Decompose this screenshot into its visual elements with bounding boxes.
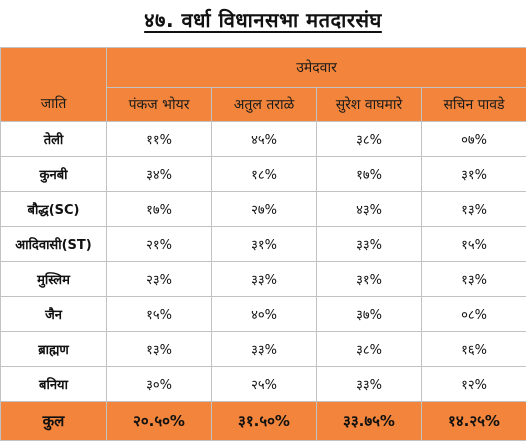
percent-cell: ३१% (421, 156, 526, 192)
percent-cell: १७% (106, 191, 212, 227)
percent-cell: १५% (421, 226, 526, 262)
percent-cell: १७% (316, 156, 422, 192)
percent-cell: २३% (106, 261, 212, 297)
percent-cell: १६% (421, 331, 526, 367)
total-cell: १४.२५% (421, 401, 526, 441)
candidate-header-4: सचिन पावडे (421, 87, 526, 122)
percent-cell: ०८% (421, 296, 526, 332)
percent-cell: ३१% (316, 261, 422, 297)
percent-cell: ३४% (106, 156, 212, 192)
caste-label: तेली (0, 121, 107, 157)
caste-column-header: जाति (0, 47, 107, 122)
candidates-header: उमेदवार (106, 47, 526, 88)
caste-label: बौद्ध(SC) (0, 191, 107, 227)
total-cell: २०.५०% (106, 401, 212, 441)
table-row: बौद्ध(SC) १७% २७% ४३% १३% (0, 191, 526, 227)
caste-label: मुस्लिम (0, 261, 107, 297)
table-row: ब्राह्मण १३% ३३% ३८% १६% (0, 331, 526, 367)
percent-cell: ३८% (316, 121, 422, 157)
percent-cell: ४३% (316, 191, 422, 227)
total-label: कुल (0, 401, 107, 441)
table-row: जैन १५% ४०% ३७% ०८% (0, 296, 526, 332)
percent-cell: ३०% (106, 366, 212, 402)
percent-cell: ३३% (211, 331, 317, 367)
table-row: तेली ११% ४५% ३८% ०७% (0, 121, 526, 157)
percent-cell: ११% (106, 121, 212, 157)
caste-label: ब्राह्मण (0, 331, 107, 367)
page-title: ४७. वर्धा विधानसभा मतदारसंघ (144, 8, 382, 32)
percent-cell: ०७% (421, 121, 526, 157)
candidate-header-2: अतुल तराळे (211, 87, 317, 122)
percent-cell: ४५% (211, 121, 317, 157)
percent-cell: १३% (106, 331, 212, 367)
caste-label: कुनबी (0, 156, 107, 192)
caste-label: आदिवासी(ST) (0, 226, 107, 262)
percent-cell: ३८% (316, 331, 422, 367)
percent-cell: ३७% (316, 296, 422, 332)
caste-candidate-table: जाति उमेदवार पंकज भोयर अतुल तराळे सुरेश … (0, 47, 526, 441)
total-cell: ३१.५०% (211, 401, 317, 441)
table-row: मुस्लिम २३% ३३% ३१% १३% (0, 261, 526, 297)
caste-label: जैन (0, 296, 107, 332)
percent-cell: ३३% (316, 366, 422, 402)
percent-cell: ३३% (316, 226, 422, 262)
percent-cell: १३% (421, 261, 526, 297)
percent-cell: २७% (211, 191, 317, 227)
percent-cell: २१% (106, 226, 212, 262)
percent-cell: ३३% (211, 261, 317, 297)
percent-cell: १५% (106, 296, 212, 332)
caste-label: बनिया (0, 366, 107, 402)
total-cell: ३३.७५% (316, 401, 422, 441)
percent-cell: १८% (211, 156, 317, 192)
percent-cell: ४०% (211, 296, 317, 332)
total-row: कुल २०.५०% ३१.५०% ३३.७५% १४.२५% (0, 401, 526, 441)
candidate-header-3: सुरेश वाघमारे (316, 87, 422, 122)
percent-cell: १३% (421, 191, 526, 227)
candidate-header-1: पंकज भोयर (106, 87, 212, 122)
table-row: कुनबी ३४% १८% १७% ३१% (0, 156, 526, 192)
percent-cell: २५% (211, 366, 317, 402)
percent-cell: १२% (421, 366, 526, 402)
percent-cell: ३१% (211, 226, 317, 262)
table-row: आदिवासी(ST) २१% ३१% ३३% १५% (0, 226, 526, 262)
table-row: बनिया ३०% २५% ३३% १२% (0, 366, 526, 402)
